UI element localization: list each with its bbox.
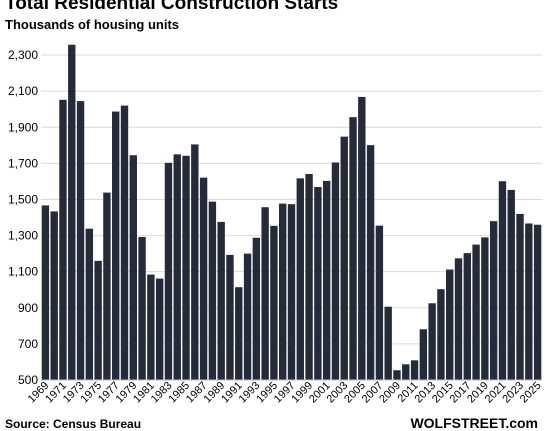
bar-1988 [208,201,217,380]
bar-1997 [287,204,296,380]
bar-2001 [322,180,331,380]
chart-title: Total Residential Construction Starts [5,0,339,14]
bar-1969 [41,205,50,380]
bar-1992 [243,253,252,380]
bar-1998 [296,178,304,380]
y-tick-label: 900 [18,301,38,315]
y-tick-label: 1,100 [8,265,38,279]
x-tick-label: 2025 [518,380,544,406]
bar-2016 [454,258,463,380]
bar-2009 [393,370,401,380]
bar-2023 [516,213,524,380]
bar-1980 [138,237,146,380]
bar-1990 [226,254,234,380]
bar-2010 [402,364,410,380]
bar-1994 [261,207,269,380]
bar-2022 [507,189,515,380]
bar-2014 [437,289,445,380]
bar-1970 [50,211,58,380]
y-tick-label: 1,700 [8,156,38,170]
bar-2021 [498,181,507,380]
bar-1987 [199,177,208,380]
bar-2024 [525,223,533,380]
y-tick-label: 1,500 [8,192,38,206]
y-tick-label: 700 [18,337,38,351]
bar-2020 [489,221,498,380]
bar-1974 [85,228,94,380]
bar-1972 [68,44,76,380]
bar-1999 [305,174,313,380]
bar-2002 [331,162,340,380]
bar-2012 [419,329,428,380]
bar-1976 [103,192,111,380]
bar-2019 [481,237,489,380]
y-tick-label: 1,900 [8,120,38,134]
bar-1984 [173,154,181,380]
y-tick-label: 2,300 [8,48,38,62]
bar-2025 [533,224,542,380]
bar-1982 [155,278,164,380]
bar-2008 [384,306,392,380]
bar-1975 [94,260,102,380]
bar-1973 [76,101,85,380]
bar-1989 [217,221,225,380]
bar-2007 [375,225,384,380]
bar-1971 [59,99,67,381]
chart-subtitle: Thousands of housing units [5,17,180,32]
bar-2011 [410,360,419,380]
bar-1978 [120,105,129,380]
source-note: Source: Census Bureau [5,417,142,431]
bar-2018 [472,244,480,380]
bar-1983 [164,162,173,380]
bar-2015 [446,269,454,380]
bar-2017 [463,253,471,380]
y-tick-label: 2,100 [8,84,38,98]
bar-2006 [366,145,375,380]
bar-2013 [428,303,436,380]
bar-1981 [147,274,155,380]
bar-1995 [270,225,278,380]
bar-1985 [182,155,190,380]
bar-1996 [279,203,287,380]
bar-1977 [112,111,120,380]
brand-label: WOLFSTREET.com [410,415,538,431]
y-tick-label: 500 [18,373,38,387]
bar-1991 [235,287,243,380]
bar-1986 [191,144,199,380]
bar-1993 [252,237,261,380]
bar-2003 [340,136,348,380]
bar-2005 [358,96,366,380]
bar-2004 [349,117,357,380]
bar-2000 [314,187,322,380]
bar-1979 [129,155,137,380]
y-tick-label: 1,300 [8,229,38,243]
